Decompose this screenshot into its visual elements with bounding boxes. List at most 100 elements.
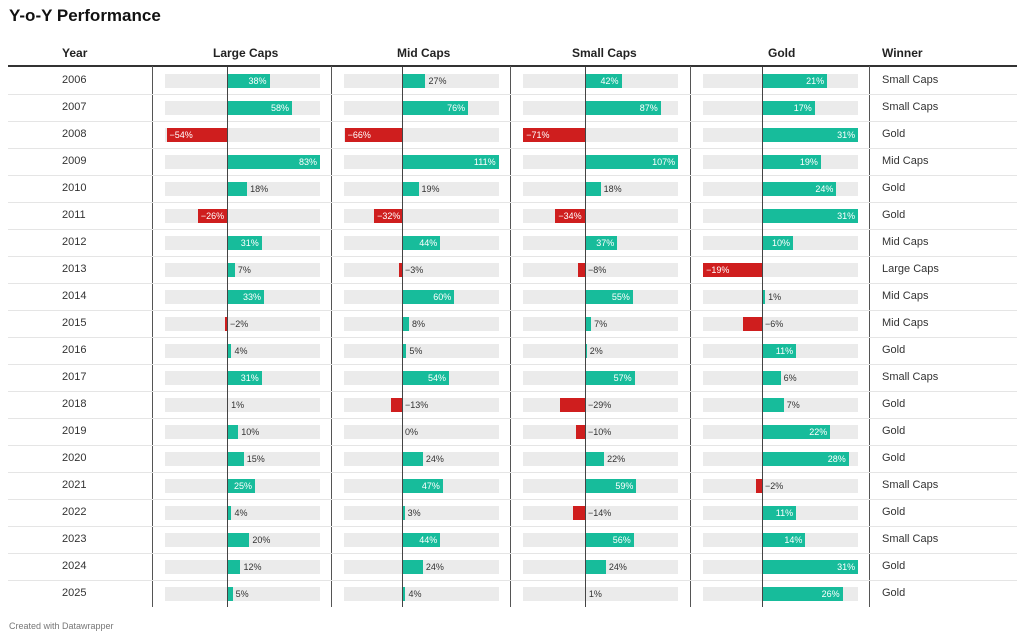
bar-gold-2012: [762, 235, 793, 250]
value-label: −13%: [405, 399, 429, 410]
zero-line: [402, 94, 403, 121]
bar-track: [165, 343, 320, 358]
zero-line: [227, 283, 228, 310]
bar-track: [523, 424, 678, 439]
value-label: −71%: [526, 129, 550, 140]
bar-track: [165, 505, 320, 520]
bar-small-2014: [585, 289, 633, 304]
bar-small-2019: [576, 424, 585, 439]
bar-mid-2015: [402, 316, 409, 331]
bar-mid-2025: [402, 586, 406, 601]
zero-line: [402, 175, 403, 202]
value-label: 7%: [237, 264, 251, 275]
zero-line: [585, 553, 586, 580]
year-cell: 2022: [62, 505, 87, 518]
zero-line: [585, 526, 586, 553]
value-label: 18%: [603, 183, 622, 194]
bar-track: [344, 343, 499, 358]
zero-line: [227, 391, 228, 418]
zero-line: [227, 121, 228, 148]
value-label: 8%: [411, 318, 425, 329]
zero-line: [402, 391, 403, 418]
row-separator: [8, 310, 1017, 311]
row-separator: [8, 202, 1017, 203]
value-label: 57%: [613, 372, 632, 383]
zero-line: [227, 418, 228, 445]
header-small-caps: Small Caps: [572, 46, 637, 60]
bar-gold-2022: [762, 505, 797, 520]
value-label: 21%: [806, 75, 825, 86]
value-label: −29%: [588, 399, 612, 410]
zero-line: [762, 337, 763, 364]
winner-cell: Gold: [882, 505, 906, 518]
bar-mid-2008: [344, 127, 402, 142]
bar-track: [344, 397, 499, 412]
bar-gold-2023: [762, 532, 806, 547]
zero-line: [227, 175, 228, 202]
bar-small-2013: [578, 262, 585, 277]
zero-line: [402, 499, 403, 526]
zero-line: [227, 67, 228, 94]
bar-track: [344, 505, 499, 520]
year-cell: 2017: [62, 370, 87, 383]
bar-large-2009: [227, 154, 320, 169]
value-label: 33%: [242, 291, 261, 302]
bar-track: [703, 478, 858, 493]
zero-line: [762, 580, 763, 607]
zero-line: [762, 175, 763, 202]
bar-track: [165, 397, 320, 412]
bar-large-2014: [227, 289, 264, 304]
value-label: 20%: [252, 534, 271, 545]
zero-line: [762, 445, 763, 472]
value-label: 11%: [775, 345, 794, 356]
zero-line: [762, 553, 763, 580]
winner-cell: Small Caps: [882, 532, 939, 545]
zero-line: [402, 121, 403, 148]
row-separator: [8, 175, 1017, 176]
value-label: 47%: [421, 480, 440, 491]
bar-track: [523, 586, 678, 601]
zero-line: [227, 553, 228, 580]
zero-line: [762, 94, 763, 121]
row-separator: [8, 121, 1017, 122]
footer-credit: Created with Datawrapper: [9, 621, 114, 631]
bar-large-2016: [227, 343, 232, 358]
year-cell: 2014: [62, 289, 87, 302]
bar-gold-2021: [755, 478, 762, 493]
year-cell: 2008: [62, 127, 87, 140]
year-cell: 2020: [62, 451, 87, 464]
bar-large-2015: [224, 316, 227, 331]
value-label: 28%: [827, 453, 846, 464]
zero-line: [227, 580, 228, 607]
zero-line: [585, 310, 586, 337]
column-divider: [331, 66, 332, 607]
value-label: 1%: [588, 588, 602, 599]
row-separator: [8, 364, 1017, 365]
value-label: 22%: [809, 426, 828, 437]
zero-line: [585, 499, 586, 526]
winner-cell: Small Caps: [882, 73, 939, 86]
zero-line: [585, 580, 586, 607]
zero-line: [402, 310, 403, 337]
zero-line: [762, 283, 763, 310]
bar-small-2008: [523, 127, 585, 142]
bar-mid-2012: [402, 235, 441, 250]
bar-track: [523, 505, 678, 520]
zero-line: [762, 472, 763, 499]
value-label: 25%: [233, 480, 252, 491]
value-label: 5%: [235, 588, 249, 599]
value-label: 17%: [793, 102, 812, 113]
zero-line: [402, 445, 403, 472]
winner-cell: Gold: [882, 451, 906, 464]
zero-line: [585, 418, 586, 445]
bar-track: [165, 262, 320, 277]
bar-gold-2007: [762, 100, 815, 115]
winner-cell: Large Caps: [882, 262, 939, 275]
bar-gold-2025: [762, 586, 843, 601]
header-year: Year: [62, 46, 88, 60]
winner-cell: Gold: [882, 397, 906, 410]
bar-track: [703, 289, 858, 304]
zero-line: [227, 472, 228, 499]
year-cell: 2007: [62, 100, 87, 113]
value-label: 1%: [768, 291, 782, 302]
